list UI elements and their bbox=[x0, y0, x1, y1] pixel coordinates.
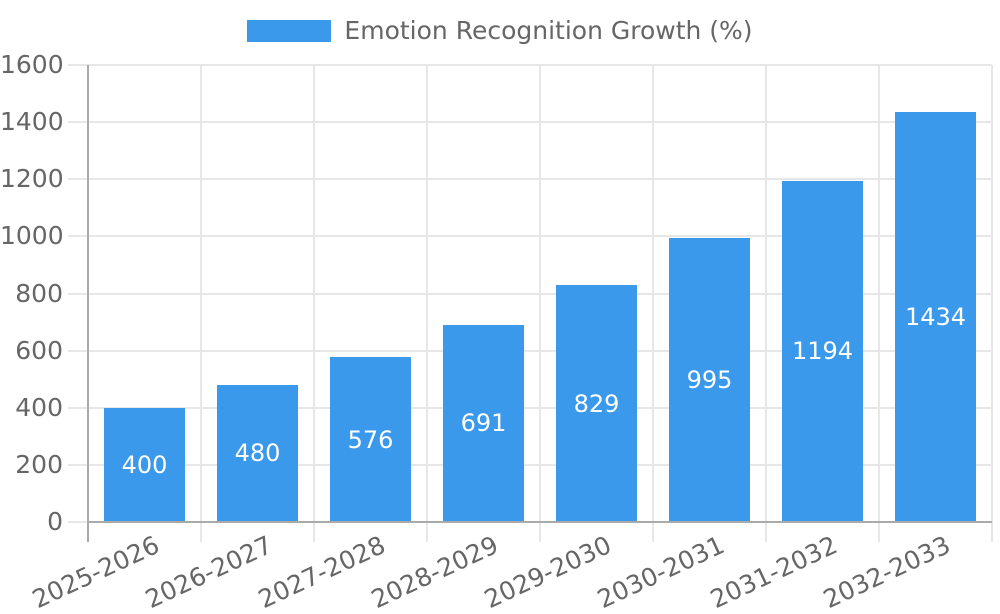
y-axis-tick-label: 600 bbox=[15, 335, 63, 365]
x-axis-tick-label: 2032-2033 bbox=[819, 530, 955, 614]
bar-chart: Emotion Recognition Growth (%) 0 200 400 60… bbox=[0, 17, 1000, 614]
y-axis-tick-label: 800 bbox=[15, 278, 63, 308]
x-axis-tick bbox=[200, 522, 202, 542]
x-gridline bbox=[539, 65, 541, 522]
y-axis-tick-label: 1200 bbox=[0, 164, 64, 194]
bar[interactable]: 691 bbox=[443, 324, 524, 522]
x-gridline bbox=[87, 65, 89, 522]
x-gridline bbox=[313, 65, 315, 522]
x-axis-tick-label: 2026-2027 bbox=[141, 530, 277, 614]
bar[interactable]: 400 bbox=[104, 407, 185, 522]
x-axis-tick bbox=[313, 522, 315, 542]
x-axis-tick-label: 2028-2029 bbox=[367, 530, 503, 614]
y-axis-tick bbox=[68, 64, 88, 66]
y-axis-tick-label: 1000 bbox=[0, 221, 64, 251]
x-axis-tick bbox=[539, 522, 541, 542]
x-axis-tick-label: 2027-2028 bbox=[254, 530, 390, 614]
x-axis-tick-label: 2030-2031 bbox=[593, 530, 729, 614]
y-axis-tick-label: 1600 bbox=[0, 50, 64, 79]
bar[interactable]: 829 bbox=[556, 285, 637, 522]
x-axis-tick-label: 2029-2030 bbox=[480, 530, 616, 614]
y-axis-tick bbox=[68, 235, 88, 238]
x-gridline bbox=[765, 65, 767, 522]
y-axis-tick bbox=[68, 349, 88, 352]
bar[interactable]: 1434 bbox=[895, 112, 976, 522]
x-gridline bbox=[652, 65, 654, 522]
bar-value-label: 691 bbox=[460, 409, 507, 438]
bar-value-label: 1194 bbox=[791, 337, 854, 366]
x-axis-tick bbox=[991, 522, 993, 542]
y-axis-tick-label: 200 bbox=[15, 449, 63, 479]
bar-value-label: 400 bbox=[121, 450, 168, 479]
bar-value-label: 576 bbox=[347, 425, 394, 454]
bar-value-label: 480 bbox=[234, 439, 281, 468]
legend-swatch bbox=[247, 20, 332, 42]
bar-value-label: 829 bbox=[573, 389, 620, 418]
x-axis-tick bbox=[87, 522, 89, 542]
y-axis-tick-label: 400 bbox=[15, 392, 63, 422]
bar[interactable]: 576 bbox=[330, 357, 411, 522]
x-axis-tick bbox=[765, 522, 767, 542]
x-gridline bbox=[426, 65, 428, 522]
bar-value-label: 1434 bbox=[904, 303, 967, 332]
bar[interactable]: 480 bbox=[217, 384, 298, 522]
x-axis-tick bbox=[652, 522, 654, 542]
plot-area: 0 200 400 600 800 1000 1200 1400 1600 400 2025-202… bbox=[0, 50, 993, 614]
y-axis-tick-label: 1400 bbox=[0, 107, 64, 137]
y-axis-tick bbox=[68, 521, 88, 523]
x-gridline bbox=[200, 65, 202, 522]
y-axis-tick bbox=[68, 406, 88, 409]
y-axis-tick bbox=[68, 121, 88, 124]
y-axis-tick bbox=[68, 463, 88, 466]
x-gridline bbox=[991, 65, 993, 522]
x-axis-tick-label: 2025-2026 bbox=[28, 530, 164, 614]
bar[interactable]: 1194 bbox=[782, 180, 863, 522]
bar-value-label: 995 bbox=[686, 365, 733, 394]
y-axis-tick-label: 0 bbox=[47, 507, 63, 536]
bar[interactable]: 995 bbox=[669, 237, 750, 522]
y-gridline bbox=[88, 521, 992, 523]
x-axis-tick bbox=[878, 522, 880, 542]
x-axis-tick bbox=[426, 522, 428, 542]
chart-legend-item[interactable]: Emotion Recognition Growth (%) bbox=[0, 18, 1000, 44]
legend-label: Emotion Recognition Growth (%) bbox=[344, 16, 753, 45]
y-axis-tick bbox=[68, 178, 88, 181]
y-axis-tick bbox=[68, 292, 88, 295]
x-gridline bbox=[878, 65, 880, 522]
x-axis-tick-label: 2031-2032 bbox=[706, 530, 842, 614]
